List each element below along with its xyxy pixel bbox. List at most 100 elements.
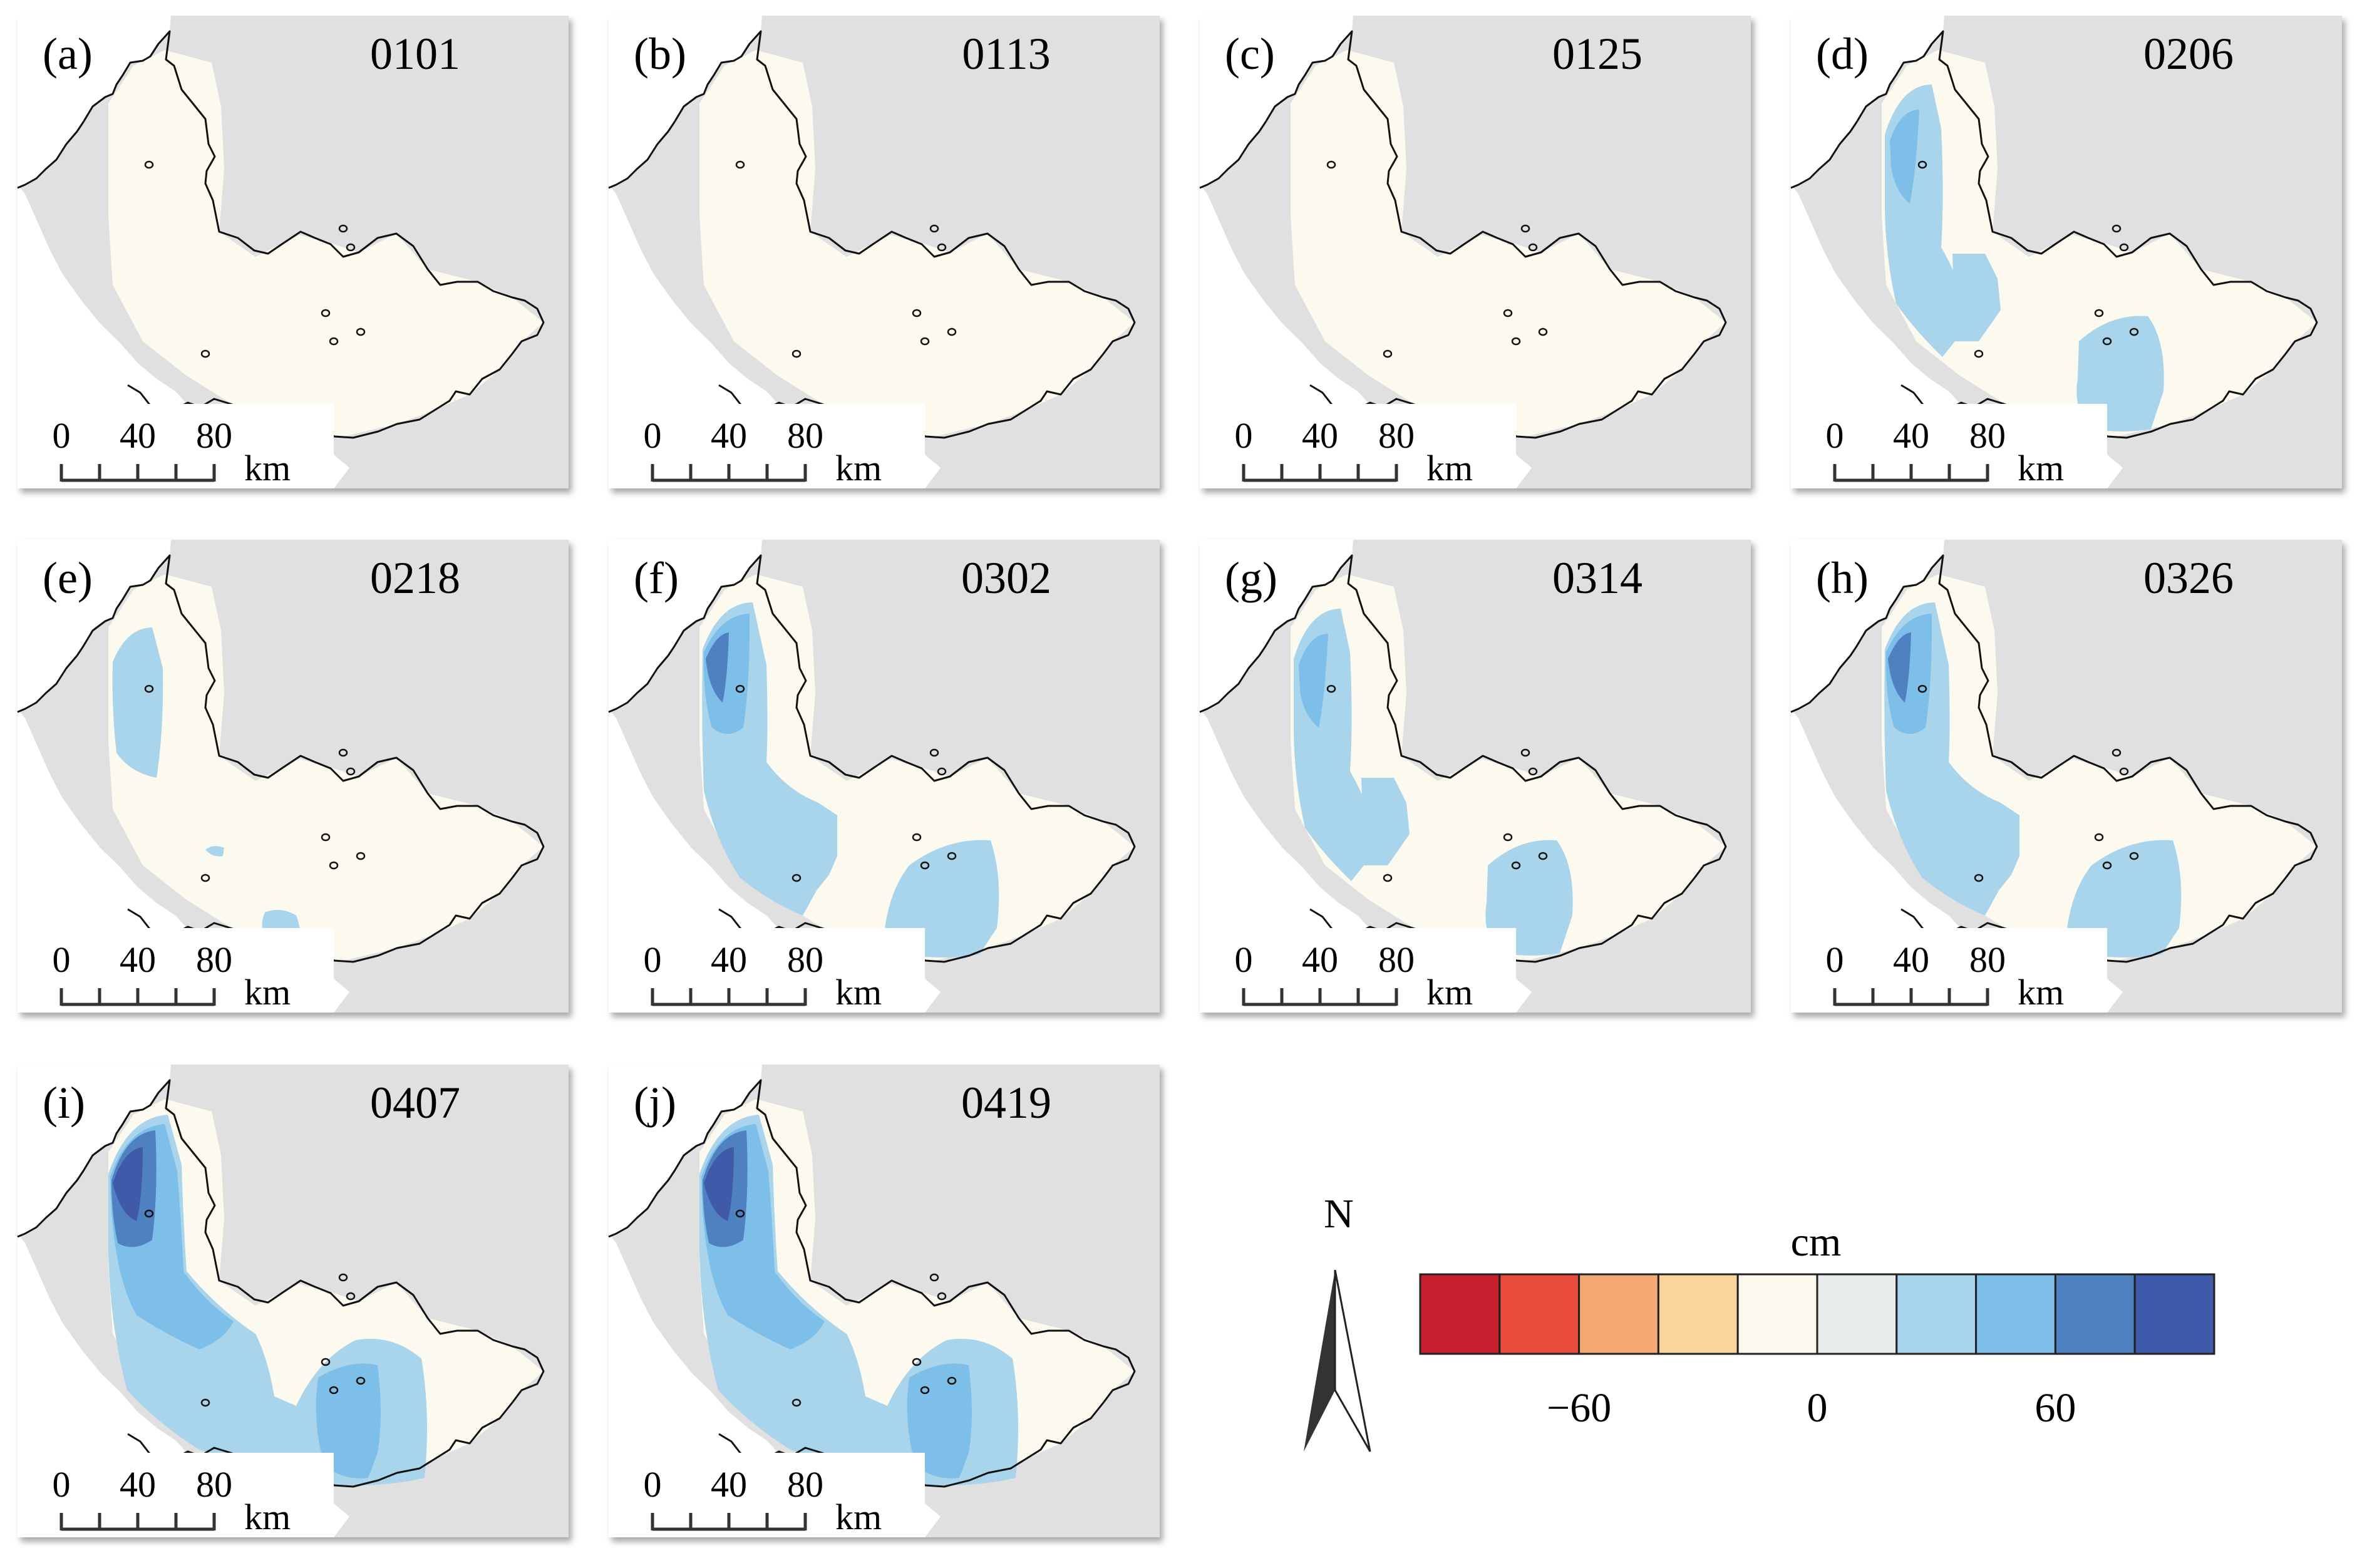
scale-unit-label: km <box>835 448 882 488</box>
island <box>1511 861 1521 870</box>
snow-depth-increase-region <box>1888 632 1911 703</box>
scale-tick-label: 80 <box>1378 939 1415 980</box>
scale-unit-label: km <box>244 972 291 1013</box>
scale-unit-label: km <box>244 1497 291 1537</box>
map-panel: (c) 0125 0 40 80 km <box>1199 16 1751 488</box>
island <box>338 224 348 233</box>
scale-tick-label: 40 <box>1302 939 1338 980</box>
map-panel: (h) 0326 0 40 80 km <box>1790 540 2342 1013</box>
panel-date: 0218 <box>370 553 460 603</box>
scale-tick-label: 0 <box>644 939 662 980</box>
map-panel: (i) 0407 0 40 80 km <box>17 1065 569 1537</box>
legend-swatch <box>1419 1273 1501 1355</box>
sea-area-top <box>18 1065 171 1237</box>
island <box>1520 224 1530 233</box>
island <box>912 833 922 842</box>
island <box>1974 874 1984 882</box>
scale-tick-label: 80 <box>1969 939 2006 980</box>
scale-tick-label: 40 <box>1302 415 1338 456</box>
scale-tick-label: 80 <box>1378 415 1415 456</box>
legend-swatch <box>1657 1273 1739 1355</box>
island <box>200 1398 210 1407</box>
legend-tick-label: −60 <box>1547 1385 1611 1431</box>
island <box>1326 684 1336 693</box>
scale-tick-label: 40 <box>120 1464 156 1505</box>
scale-bar: 0 40 80 km <box>609 928 925 1013</box>
legend-tick-label: 60 <box>2034 1385 2076 1431</box>
island <box>1383 349 1393 358</box>
panel-date: 0419 <box>961 1078 1051 1128</box>
island <box>912 309 922 317</box>
scale-unit-label: km <box>244 448 291 488</box>
panel-date: 0125 <box>1552 29 1642 79</box>
snow-depth-increase-region <box>113 1147 143 1221</box>
island <box>2102 861 2112 870</box>
scale-tick-label: 0 <box>1235 415 1253 456</box>
legend-tick-label: 0 <box>1807 1385 1828 1431</box>
scale-tick-label: 0 <box>644 415 662 456</box>
scale-tick-label: 0 <box>1826 939 1844 980</box>
scale-tick-label: 0 <box>53 939 71 980</box>
scale-tick-label: 0 <box>53 415 71 456</box>
island <box>937 243 947 252</box>
island <box>2094 309 2104 317</box>
sea-area-top <box>609 540 762 712</box>
island <box>947 1376 957 1385</box>
island <box>144 160 154 169</box>
snow-depth-increase-region <box>1485 840 1573 956</box>
island <box>321 833 331 842</box>
island <box>2094 833 2104 842</box>
legend-swatch <box>1975 1273 2056 1355</box>
panel-letter: (j) <box>634 1078 676 1128</box>
scale-tick-label: 80 <box>196 1464 232 1505</box>
island <box>1917 684 1927 693</box>
scale-bar: 0 40 80 km <box>1791 404 2107 488</box>
legend-tick-labels: −60 0 60 <box>1547 1385 2076 1431</box>
scale-bar: 0 40 80 km <box>18 928 334 1013</box>
island <box>792 874 802 882</box>
panel-date: 0113 <box>962 29 1050 79</box>
scale-tick-label: 40 <box>711 415 747 456</box>
island <box>356 1376 366 1385</box>
scale-tick-label: 80 <box>196 415 232 456</box>
island <box>929 1273 939 1282</box>
snow-depth-increase-region <box>1299 634 1328 728</box>
island <box>937 1292 947 1301</box>
scale-tick-label: 40 <box>1893 415 1929 456</box>
island <box>321 309 331 317</box>
panel-letter: (f) <box>634 553 679 603</box>
scale-tick-label: 0 <box>53 1464 71 1505</box>
scale-unit-label: km <box>2018 448 2064 488</box>
panel-date: 0407 <box>370 1078 460 1128</box>
island <box>346 1292 356 1301</box>
scale-tick-label: 0 <box>644 1464 662 1505</box>
map-panel: (g) 0314 0 40 80 km <box>1199 540 1751 1013</box>
sea-area-top <box>609 16 762 188</box>
scale-unit-label: km <box>835 972 882 1013</box>
north-arrow: N <box>1304 1191 1371 1452</box>
island <box>2129 852 2139 860</box>
island <box>2119 243 2129 252</box>
panel-date: 0206 <box>2143 29 2234 79</box>
island <box>2129 328 2139 336</box>
sea-area-top <box>18 16 171 188</box>
scale-tick-label: 80 <box>787 1464 823 1505</box>
island <box>1528 767 1538 776</box>
panel-letter: (d) <box>1816 29 1869 79</box>
island <box>1326 160 1336 169</box>
island <box>920 337 930 346</box>
scale-tick-label: 40 <box>120 415 156 456</box>
map-panel: (e) 0218 0 40 80 km <box>17 540 569 1013</box>
scale-tick-label: 0 <box>1826 415 1844 456</box>
snow-depth-increase-region <box>1361 778 1410 865</box>
scale-tick-label: 80 <box>196 939 232 980</box>
snow-depth-increase-region <box>706 632 729 703</box>
island <box>1503 309 1513 317</box>
legend: cm −60 0 60 <box>1419 1219 2215 1431</box>
island <box>346 767 356 776</box>
map-panel: (f) 0302 0 40 80 km <box>608 540 1160 1013</box>
island <box>735 160 745 169</box>
island <box>947 328 957 336</box>
island <box>321 1358 331 1366</box>
island <box>1538 852 1548 860</box>
